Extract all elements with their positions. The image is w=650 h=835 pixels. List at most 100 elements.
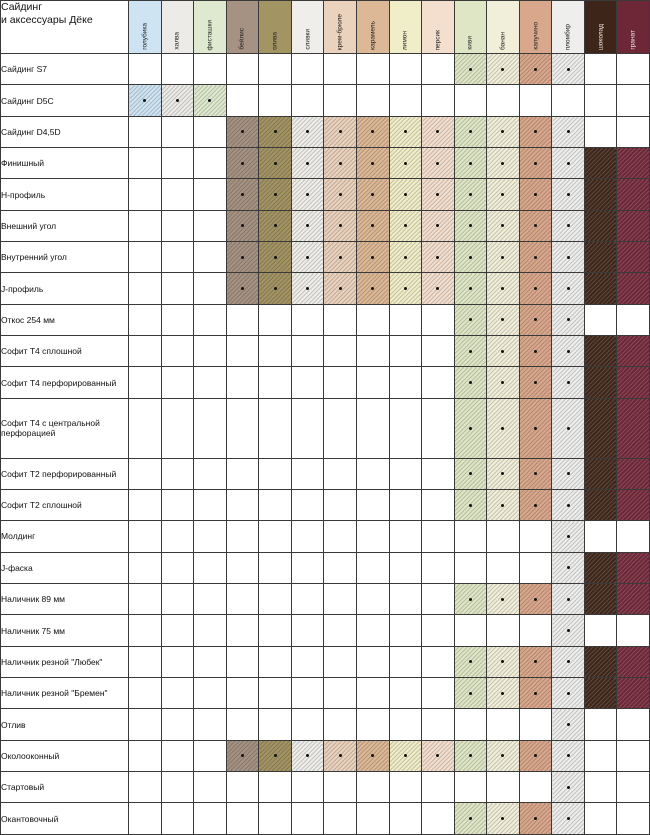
empty-cell xyxy=(160,708,195,741)
color-label: капучино xyxy=(532,22,540,50)
availability-dot xyxy=(501,318,505,322)
availability-dot xyxy=(273,224,277,228)
empty-cell xyxy=(616,802,650,835)
empty-cell xyxy=(128,241,162,274)
available-cell xyxy=(551,488,585,522)
available-cell xyxy=(453,178,488,211)
empty-cell xyxy=(518,551,553,585)
color-label: киви xyxy=(466,36,474,50)
availability-dot xyxy=(534,426,538,430)
availability-dot xyxy=(240,287,244,291)
available-cell xyxy=(453,272,488,305)
empty-cell xyxy=(355,802,390,835)
available-cell xyxy=(551,645,585,679)
availability-dot xyxy=(534,754,538,758)
availability-dot xyxy=(501,67,505,71)
availability-dot xyxy=(468,381,472,385)
color-label: персик xyxy=(434,29,442,50)
available-cell xyxy=(518,272,553,305)
availability-dot xyxy=(566,691,570,695)
empty-cell xyxy=(128,457,162,490)
availability-dot xyxy=(534,130,538,134)
product-name: Стартовый xyxy=(0,771,129,804)
availability-dot xyxy=(436,193,440,197)
empty-cell xyxy=(193,52,227,86)
empty-cell xyxy=(160,241,195,274)
empty-cell xyxy=(225,84,260,117)
availability-dot xyxy=(534,161,538,165)
available-cell xyxy=(193,84,227,117)
empty-cell xyxy=(128,677,162,710)
available-cell xyxy=(551,677,585,710)
available-cell xyxy=(551,397,585,459)
empty-cell xyxy=(388,551,423,585)
availability-dot xyxy=(306,130,310,134)
table-title-line2: и аксессуары Дёке xyxy=(1,14,93,26)
empty-cell xyxy=(128,739,162,773)
empty-cell xyxy=(421,520,455,553)
color-label: олива xyxy=(271,32,279,50)
empty-cell xyxy=(128,582,162,616)
availability-dot xyxy=(468,161,472,165)
availability-dot xyxy=(338,224,342,228)
availability-dot xyxy=(306,287,310,291)
table-title: Сайдинг и аксессуары Дёке xyxy=(0,0,129,54)
available-cell xyxy=(583,335,618,368)
empty-cell xyxy=(160,366,195,399)
available-cell xyxy=(355,272,390,305)
product-name: Софит Т4 сплошной xyxy=(0,335,129,368)
availability-dot xyxy=(371,287,375,291)
empty-cell xyxy=(355,397,390,459)
empty-cell xyxy=(388,366,423,399)
table-row: Софит Т4 с центральной перфорацией xyxy=(0,397,650,459)
empty-cell xyxy=(355,303,390,337)
empty-cell xyxy=(518,520,553,553)
empty-cell xyxy=(453,551,488,585)
availability-dot xyxy=(403,193,407,197)
available-cell xyxy=(290,178,325,211)
available-cell xyxy=(616,272,650,305)
available-cell xyxy=(518,147,553,180)
empty-cell xyxy=(583,115,618,149)
empty-cell xyxy=(258,397,292,459)
product-name: Сайдинг D5C xyxy=(0,84,129,117)
available-cell xyxy=(583,178,618,211)
available-cell xyxy=(323,739,357,773)
availability-dot xyxy=(468,691,472,695)
empty-cell xyxy=(616,739,650,773)
empty-cell xyxy=(193,645,227,679)
product-name: Сайдинг S7 xyxy=(0,52,129,86)
empty-cell xyxy=(258,335,292,368)
availability-dot xyxy=(468,754,472,758)
empty-cell xyxy=(160,677,195,710)
available-cell xyxy=(290,272,325,305)
available-cell xyxy=(583,677,618,710)
empty-cell xyxy=(290,614,325,647)
availability-dot xyxy=(501,349,505,353)
table-row: Сайдинг D4,5D xyxy=(0,115,650,149)
empty-cell xyxy=(421,677,455,710)
empty-cell xyxy=(160,614,195,647)
availability-dot xyxy=(371,130,375,134)
available-cell xyxy=(486,52,520,86)
availability-dot xyxy=(338,130,342,134)
available-cell xyxy=(551,739,585,773)
availability-dot xyxy=(534,472,538,476)
availability-dot xyxy=(306,255,310,259)
product-name: Наличник 75 мм xyxy=(0,614,129,647)
empty-cell xyxy=(160,303,195,337)
empty-cell xyxy=(323,488,357,522)
empty-cell xyxy=(453,520,488,553)
empty-cell xyxy=(258,645,292,679)
empty-cell xyxy=(388,303,423,337)
empty-cell xyxy=(290,366,325,399)
color-header-13: пломбир xyxy=(551,0,585,54)
product-name: Окантовочный xyxy=(0,802,129,835)
available-cell xyxy=(551,366,585,399)
availability-dot xyxy=(501,503,505,507)
available-cell xyxy=(323,241,357,274)
available-cell xyxy=(616,457,650,490)
empty-cell xyxy=(290,520,325,553)
empty-cell xyxy=(128,708,162,741)
empty-cell xyxy=(193,488,227,522)
